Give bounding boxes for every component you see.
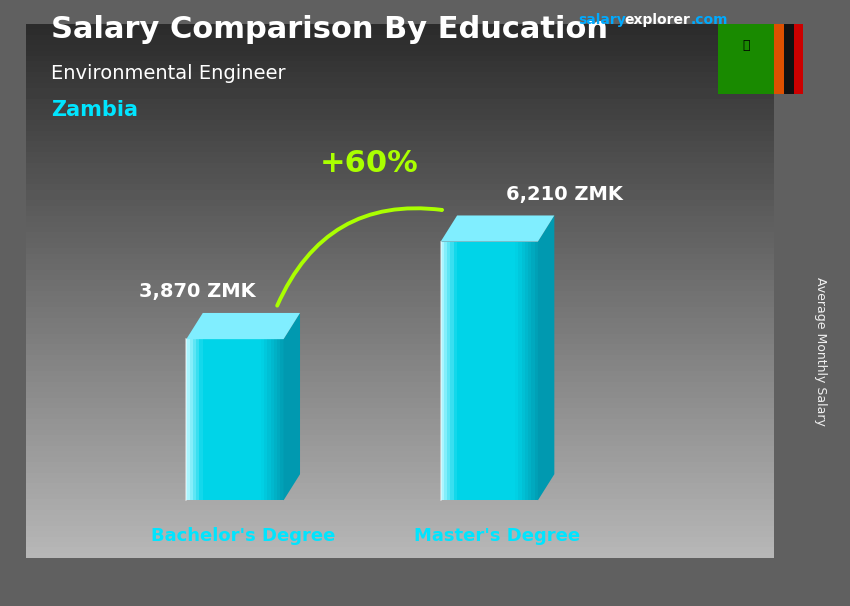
Polygon shape	[479, 242, 483, 501]
Text: Master's Degree: Master's Degree	[415, 527, 581, 545]
Polygon shape	[196, 339, 199, 501]
Polygon shape	[248, 339, 251, 501]
Polygon shape	[499, 242, 502, 501]
Polygon shape	[525, 242, 528, 501]
Polygon shape	[209, 339, 212, 501]
Polygon shape	[508, 242, 512, 501]
Polygon shape	[476, 242, 479, 501]
Polygon shape	[261, 339, 264, 501]
Polygon shape	[216, 339, 218, 501]
Polygon shape	[794, 24, 803, 94]
Polygon shape	[440, 242, 444, 501]
Text: Environmental Engineer: Environmental Engineer	[51, 64, 286, 82]
Polygon shape	[235, 339, 238, 501]
Text: +60%: +60%	[320, 148, 419, 178]
FancyArrowPatch shape	[277, 208, 442, 305]
Text: 🦅: 🦅	[742, 39, 750, 52]
Polygon shape	[238, 339, 241, 501]
Text: Salary Comparison By Education: Salary Comparison By Education	[51, 15, 608, 44]
Text: explorer: explorer	[625, 13, 690, 27]
Polygon shape	[270, 339, 274, 501]
Polygon shape	[460, 242, 463, 501]
Text: Zambia: Zambia	[51, 100, 138, 120]
Polygon shape	[450, 242, 454, 501]
Polygon shape	[202, 339, 206, 501]
Polygon shape	[222, 339, 225, 501]
Text: salary: salary	[578, 13, 626, 27]
Polygon shape	[186, 339, 190, 501]
Polygon shape	[470, 242, 473, 501]
Polygon shape	[225, 339, 229, 501]
Polygon shape	[483, 242, 486, 501]
Polygon shape	[502, 242, 506, 501]
Polygon shape	[447, 242, 450, 501]
Polygon shape	[254, 339, 258, 501]
Polygon shape	[473, 242, 476, 501]
Polygon shape	[444, 242, 447, 501]
Polygon shape	[212, 339, 216, 501]
Text: 3,870 ZMK: 3,870 ZMK	[139, 282, 256, 301]
Polygon shape	[515, 242, 518, 501]
Polygon shape	[784, 24, 794, 94]
Polygon shape	[186, 313, 300, 339]
Polygon shape	[467, 242, 470, 501]
Text: Bachelor's Degree: Bachelor's Degree	[151, 527, 336, 545]
Polygon shape	[264, 339, 268, 501]
Polygon shape	[463, 242, 467, 501]
Polygon shape	[206, 339, 209, 501]
Polygon shape	[535, 242, 538, 501]
Polygon shape	[774, 24, 784, 94]
Polygon shape	[492, 242, 496, 501]
Polygon shape	[456, 242, 460, 501]
Polygon shape	[284, 313, 300, 501]
Polygon shape	[232, 339, 235, 501]
Polygon shape	[440, 216, 554, 242]
Polygon shape	[199, 339, 202, 501]
Polygon shape	[258, 339, 261, 501]
Polygon shape	[496, 242, 499, 501]
Polygon shape	[454, 242, 456, 501]
Polygon shape	[506, 242, 508, 501]
Polygon shape	[522, 242, 525, 501]
Polygon shape	[531, 242, 535, 501]
Polygon shape	[251, 339, 254, 501]
Polygon shape	[718, 24, 803, 94]
Polygon shape	[512, 242, 515, 501]
Text: 6,210 ZMK: 6,210 ZMK	[506, 185, 622, 204]
Polygon shape	[190, 339, 193, 501]
Text: .com: .com	[690, 13, 728, 27]
Polygon shape	[241, 339, 245, 501]
Polygon shape	[280, 339, 284, 501]
Polygon shape	[486, 242, 490, 501]
Polygon shape	[229, 339, 232, 501]
Polygon shape	[268, 339, 270, 501]
Polygon shape	[274, 339, 277, 501]
Polygon shape	[218, 339, 222, 501]
Polygon shape	[490, 242, 492, 501]
Polygon shape	[193, 339, 196, 501]
Polygon shape	[528, 242, 531, 501]
Text: Average Monthly Salary: Average Monthly Salary	[813, 277, 827, 426]
Polygon shape	[277, 339, 280, 501]
Polygon shape	[538, 216, 554, 501]
Polygon shape	[518, 242, 522, 501]
Polygon shape	[245, 339, 248, 501]
